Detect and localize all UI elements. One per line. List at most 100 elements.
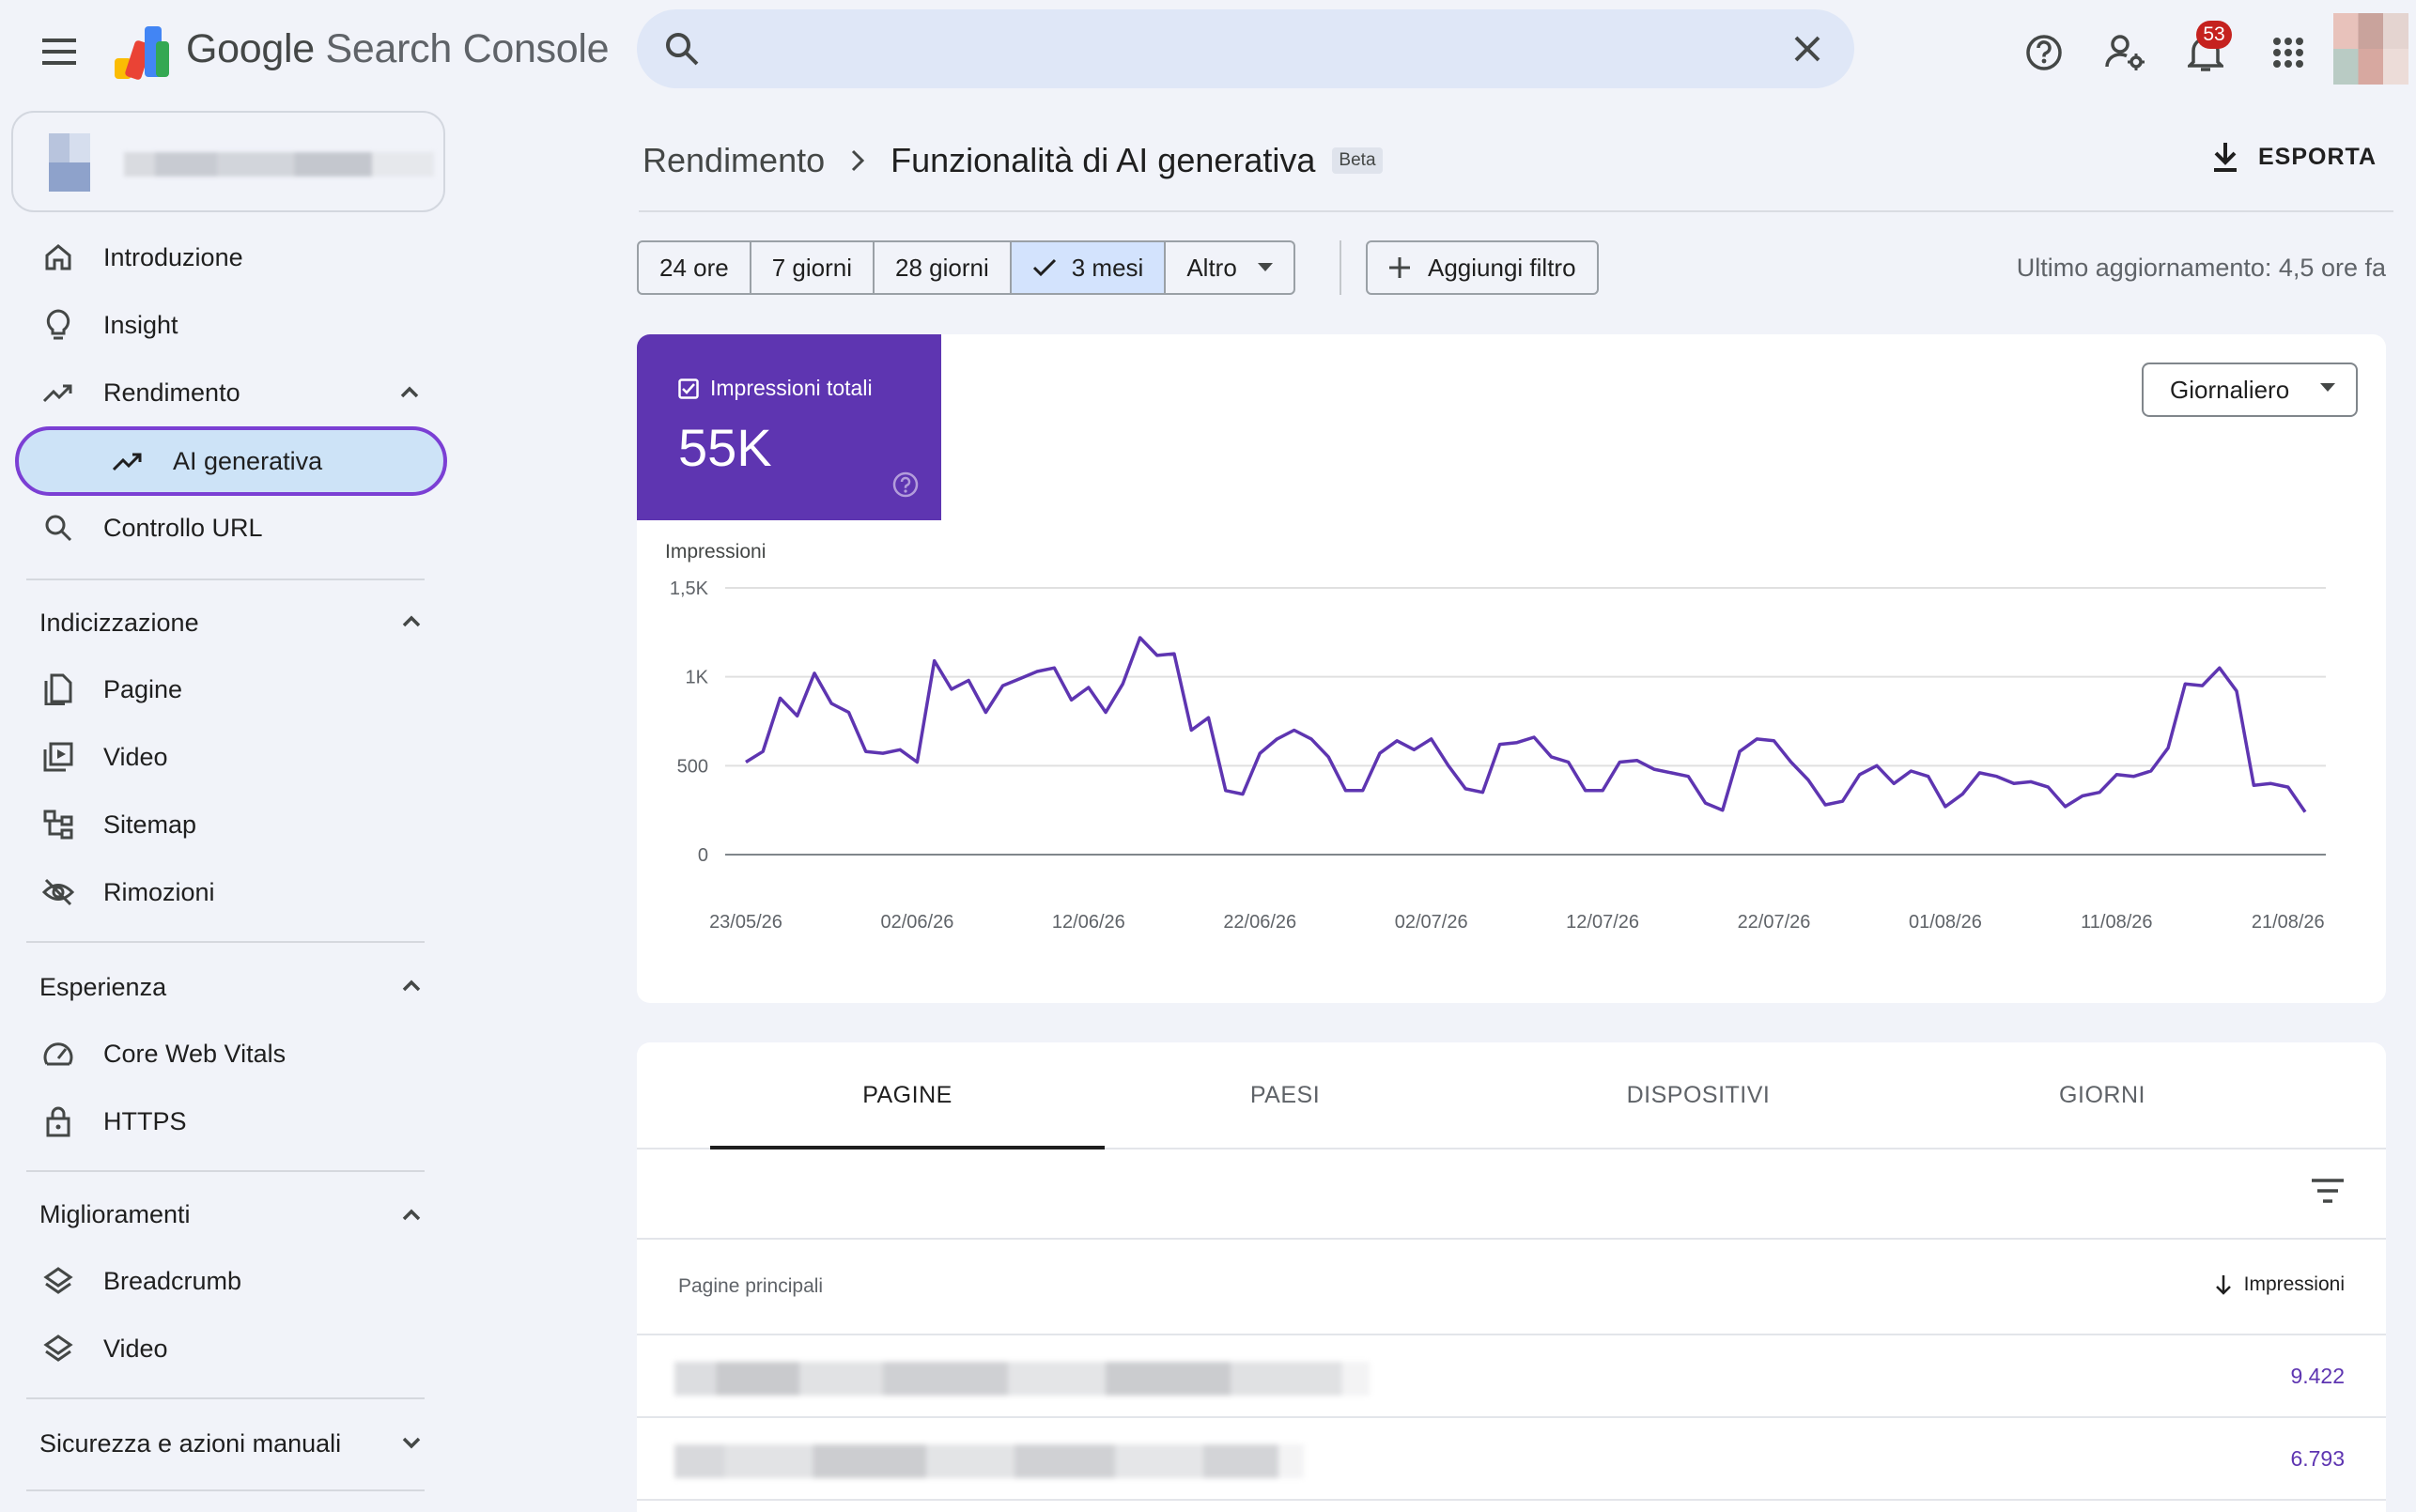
- breadcrumb: Rendimento Funzionalità di AI generativa…: [643, 141, 1383, 180]
- column-header-impressions[interactable]: Impressioni: [2214, 1273, 2345, 1296]
- page-url-blurred[interactable]: [674, 1362, 1370, 1396]
- sidebar-item-label: Video: [103, 742, 168, 771]
- impressions-value: 9.422: [2290, 1364, 2345, 1388]
- table-header: Pagine principali Impressioni: [637, 1242, 2386, 1335]
- chevron-up-icon[interactable]: [398, 973, 425, 999]
- tab-dispositivi[interactable]: DISPOSITIVI: [1626, 1082, 1771, 1108]
- trending-icon: [111, 444, 145, 478]
- sidebar-item-rendimento[interactable]: Rendimento: [28, 364, 441, 421]
- add-filter-button[interactable]: Aggiungi filtro: [1366, 240, 1599, 295]
- sidebar-divider: [26, 1489, 425, 1491]
- range-label: 3 mesi: [1071, 253, 1144, 282]
- trending-icon: [41, 376, 75, 409]
- tab-paesi[interactable]: PAESI: [1249, 1082, 1321, 1108]
- tab-pagine[interactable]: PAGINE: [862, 1082, 952, 1108]
- sidebar-item-introduzione[interactable]: Introduzione: [28, 229, 441, 285]
- range-28d-button[interactable]: 28 giorni: [875, 242, 1012, 293]
- chevron-down-icon[interactable]: [398, 1429, 425, 1456]
- metric-tile-impressions[interactable]: Impressioni totali 55K: [637, 334, 941, 520]
- top-bar: Google Search Console 53: [0, 0, 2416, 103]
- help-circle-icon[interactable]: [892, 471, 919, 498]
- home-icon: [41, 240, 75, 274]
- layers-icon: [41, 1332, 75, 1365]
- impressions-line-chart: Impressioni 0 500 1K 1,5K 23/05/26 02/06/26 12/…: [665, 541, 2326, 933]
- sidebar-item-pagine[interactable]: Pagine: [28, 661, 441, 717]
- sidebar-item-core-web-vitals[interactable]: Core Web Vitals: [28, 1026, 441, 1082]
- table-filter-row: [637, 1151, 2386, 1240]
- table-row[interactable]: 9.422: [637, 1337, 2386, 1418]
- granularity-dropdown[interactable]: Giornaliero: [2142, 363, 2358, 417]
- y-tick-label: 500: [677, 756, 708, 777]
- property-selector[interactable]: [11, 111, 445, 212]
- x-tick-label: 12/06/26: [1052, 912, 1125, 933]
- layers-icon: [41, 1264, 75, 1298]
- apps-button[interactable]: [2262, 26, 2315, 79]
- section-title-sicurezza[interactable]: Sicurezza e azioni manuali: [39, 1429, 342, 1458]
- date-range-selector: 24 ore 7 giorni 28 giorni 3 mesi Altro: [637, 240, 1295, 295]
- lock-icon: [41, 1104, 75, 1138]
- sidebar-item-insight[interactable]: Insight: [28, 297, 441, 353]
- sidebar-item-label: Video: [103, 1334, 168, 1363]
- sidebar-item-sitemap[interactable]: Sitemap: [28, 796, 441, 853]
- column-header-impressions-label: Impressioni: [2243, 1273, 2345, 1295]
- section-title-indicizzazione[interactable]: Indicizzazione: [39, 609, 199, 637]
- export-button[interactable]: ESPORTA: [2211, 141, 2377, 173]
- tab-giorni[interactable]: GIORNI: [2059, 1082, 2145, 1108]
- account-avatar[interactable]: [2333, 13, 2408, 85]
- check-icon: [1032, 258, 1056, 277]
- range-label: Altro: [1186, 253, 1237, 282]
- video-icon: [41, 740, 75, 774]
- column-header-pages: Pagine principali: [678, 1275, 824, 1297]
- search-bar[interactable]: [637, 9, 1854, 88]
- x-tick-label: 02/06/26: [880, 912, 953, 933]
- range-3m-button[interactable]: 3 mesi: [1011, 242, 1167, 293]
- sidebar-item-video[interactable]: Video: [28, 729, 441, 785]
- sidebar-item-label: Controllo URL: [103, 513, 263, 542]
- page-title: Funzionalità di AI generativa: [891, 141, 1316, 179]
- export-label: ESPORTA: [2258, 143, 2377, 170]
- sidebar-item-https[interactable]: HTTPS: [28, 1093, 441, 1149]
- sidebar-item-video-enhancement[interactable]: Video: [28, 1320, 441, 1377]
- table-row[interactable]: 6.793: [637, 1420, 2386, 1501]
- speedometer-icon: [41, 1037, 75, 1071]
- range-other-dropdown[interactable]: Altro: [1166, 242, 1293, 293]
- property-favicon: [49, 133, 90, 192]
- granularity-label: Giornaliero: [2170, 375, 2290, 404]
- impressions-value: 6.793: [2290, 1446, 2345, 1471]
- section-title-esperienza[interactable]: Esperienza: [39, 973, 167, 1001]
- main-menu-button[interactable]: [36, 28, 83, 75]
- checkbox-checked-icon[interactable]: [678, 378, 699, 399]
- manage-users-button[interactable]: [2099, 26, 2151, 79]
- section-title-miglioramenti[interactable]: Miglioramenti: [39, 1200, 191, 1228]
- range-24h-button[interactable]: 24 ore: [639, 242, 751, 293]
- sidebar-item-breadcrumb[interactable]: Breadcrumb: [28, 1253, 441, 1309]
- search-input[interactable]: [731, 23, 1727, 75]
- search-console-logo[interactable]: [111, 21, 175, 83]
- range-label: 7 giorni: [771, 253, 853, 282]
- range-7d-button[interactable]: 7 giorni: [751, 242, 875, 293]
- breadcrumb-root[interactable]: Rendimento: [643, 141, 826, 179]
- sidebar-item-rimozioni[interactable]: Rimozioni: [28, 864, 441, 920]
- help-button[interactable]: [2018, 26, 2070, 79]
- product-name: Google Search Console: [186, 26, 610, 72]
- caret-down-icon: [1257, 263, 1273, 271]
- chevron-up-icon[interactable]: [398, 609, 425, 635]
- range-label: 28 giorni: [895, 253, 989, 282]
- chevron-up-icon[interactable]: [396, 379, 423, 406]
- pages-icon: [41, 672, 75, 706]
- metric-value: 55K: [678, 418, 772, 477]
- range-label: 24 ore: [659, 253, 729, 282]
- eye-off-icon: [41, 875, 75, 909]
- sidebar-item-label: Rimozioni: [103, 877, 215, 906]
- close-icon[interactable]: [1789, 30, 1826, 68]
- x-tick-label: 11/08/26: [2081, 912, 2152, 933]
- sidebar-item-ai-generativa[interactable]: AI generativa: [15, 426, 447, 496]
- sidebar-item-label: Insight: [103, 310, 178, 339]
- last-update-text: Ultimo aggiornamento: 4,5 ore fa: [2016, 254, 2386, 282]
- page-url-blurred[interactable]: [674, 1444, 1304, 1478]
- filter-list-icon[interactable]: [2311, 1178, 2345, 1204]
- sidebar-item-controllo-url[interactable]: Controllo URL: [28, 500, 441, 556]
- chevron-up-icon[interactable]: [398, 1202, 425, 1228]
- dimension-tabs: PAGINE PAESI DISPOSITIVI GIORNI: [637, 1042, 2386, 1149]
- performance-chart-card: Impressioni totali 55K Giornaliero Impre…: [637, 334, 2386, 1003]
